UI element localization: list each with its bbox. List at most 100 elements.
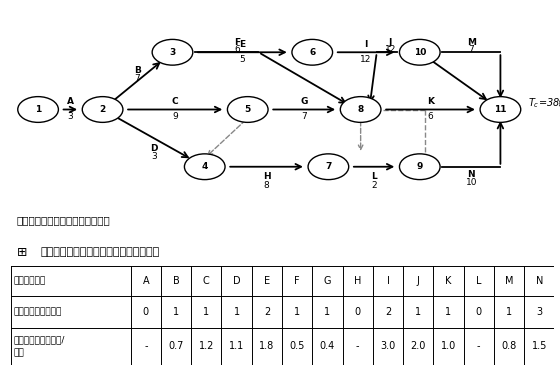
Text: G: G (324, 276, 331, 286)
Ellipse shape (292, 39, 333, 65)
Text: 1.1: 1.1 (229, 341, 244, 351)
Text: 3: 3 (67, 112, 73, 121)
Text: G: G (301, 97, 308, 106)
Text: D: D (233, 276, 240, 286)
Text: H: H (354, 276, 361, 286)
Text: 2: 2 (264, 307, 270, 317)
Text: 6: 6 (309, 48, 315, 57)
Text: 10: 10 (465, 177, 477, 187)
Text: 12: 12 (360, 55, 372, 64)
Text: 1.2: 1.2 (199, 341, 214, 351)
Text: 各工作可以缩短的时间及其增加的赶工费: 各工作可以缩短的时间及其增加的赶工费 (41, 247, 160, 257)
Ellipse shape (399, 39, 440, 65)
Text: K: K (427, 97, 434, 106)
Text: B: B (172, 276, 179, 286)
Text: 1: 1 (506, 307, 512, 317)
Text: 8: 8 (357, 105, 364, 114)
Text: 9: 9 (417, 162, 423, 171)
Text: 7: 7 (301, 112, 307, 121)
Text: 3: 3 (169, 48, 176, 57)
Text: 1: 1 (35, 105, 41, 114)
Text: D: D (150, 144, 157, 153)
Text: B: B (134, 66, 141, 75)
Text: N: N (535, 276, 543, 286)
Text: C: C (203, 276, 210, 286)
Ellipse shape (340, 97, 381, 122)
Text: 1: 1 (203, 307, 209, 317)
Text: 增加的赶工费（万元/: 增加的赶工费（万元/ (14, 335, 66, 344)
Text: 7: 7 (134, 74, 141, 83)
Text: E: E (264, 276, 270, 286)
Text: L: L (371, 172, 377, 181)
Ellipse shape (152, 39, 193, 65)
Text: 3.0: 3.0 (380, 341, 395, 351)
Ellipse shape (308, 154, 349, 180)
Ellipse shape (82, 97, 123, 122)
Text: 0: 0 (354, 307, 361, 317)
Text: 0: 0 (475, 307, 482, 317)
Text: 0.5: 0.5 (290, 341, 305, 351)
Text: ⊞: ⊞ (17, 246, 27, 259)
Text: M: M (505, 276, 514, 286)
Text: 3: 3 (536, 307, 542, 317)
Text: I: I (365, 39, 368, 49)
Text: 11: 11 (494, 105, 507, 114)
Text: $T_c$=38周: $T_c$=38周 (529, 96, 560, 110)
Text: 2.0: 2.0 (410, 341, 426, 351)
Text: F: F (234, 38, 240, 47)
Text: 6: 6 (428, 112, 433, 121)
Text: 9: 9 (172, 112, 178, 121)
Text: 1.8: 1.8 (259, 341, 274, 351)
Text: 2: 2 (385, 307, 391, 317)
Text: 8: 8 (264, 181, 269, 190)
Text: L: L (476, 276, 482, 286)
Text: 周）: 周） (14, 349, 25, 358)
Text: 5: 5 (245, 105, 251, 114)
Text: I: I (386, 276, 389, 286)
Ellipse shape (227, 97, 268, 122)
Text: -: - (356, 341, 360, 351)
Text: 1: 1 (415, 307, 421, 317)
Text: K: K (445, 276, 452, 286)
Text: H: H (263, 172, 270, 181)
Text: F: F (295, 276, 300, 286)
Text: E: E (239, 39, 245, 49)
Text: 0.8: 0.8 (501, 341, 517, 351)
Text: 施工总进度计划（时间单位：周）: 施工总进度计划（时间单位：周） (17, 215, 110, 226)
Text: 0: 0 (143, 307, 149, 317)
Text: 1: 1 (294, 307, 300, 317)
Text: A: A (67, 97, 74, 106)
Text: J: J (389, 38, 392, 47)
Text: 12: 12 (385, 45, 396, 54)
Ellipse shape (184, 154, 225, 180)
Text: A: A (143, 276, 149, 286)
Ellipse shape (18, 97, 58, 122)
Text: C: C (172, 97, 179, 106)
Text: 1.5: 1.5 (531, 341, 547, 351)
Text: J: J (417, 276, 419, 286)
Text: -: - (477, 341, 480, 351)
Text: 1: 1 (234, 307, 240, 317)
Text: 7: 7 (469, 45, 474, 54)
Text: 1.0: 1.0 (441, 341, 456, 351)
Text: 可缩短的时间（周）: 可缩短的时间（周） (14, 307, 62, 316)
Text: 2: 2 (371, 181, 377, 190)
Text: 分部工程名称: 分部工程名称 (14, 277, 46, 286)
Text: 10: 10 (414, 48, 426, 57)
Text: -: - (144, 341, 148, 351)
Ellipse shape (399, 154, 440, 180)
Text: 3: 3 (151, 152, 157, 161)
Text: 0.7: 0.7 (169, 341, 184, 351)
Text: 0.4: 0.4 (320, 341, 335, 351)
Text: M: M (467, 38, 476, 47)
Text: 5: 5 (240, 55, 245, 64)
Text: 4: 4 (202, 162, 208, 171)
Text: 1: 1 (445, 307, 451, 317)
Text: 7: 7 (325, 162, 332, 171)
Text: 1: 1 (173, 307, 179, 317)
Text: 6: 6 (234, 45, 240, 54)
Text: 2: 2 (100, 105, 106, 114)
Text: N: N (468, 170, 475, 180)
Text: 1: 1 (324, 307, 330, 317)
Ellipse shape (480, 97, 521, 122)
